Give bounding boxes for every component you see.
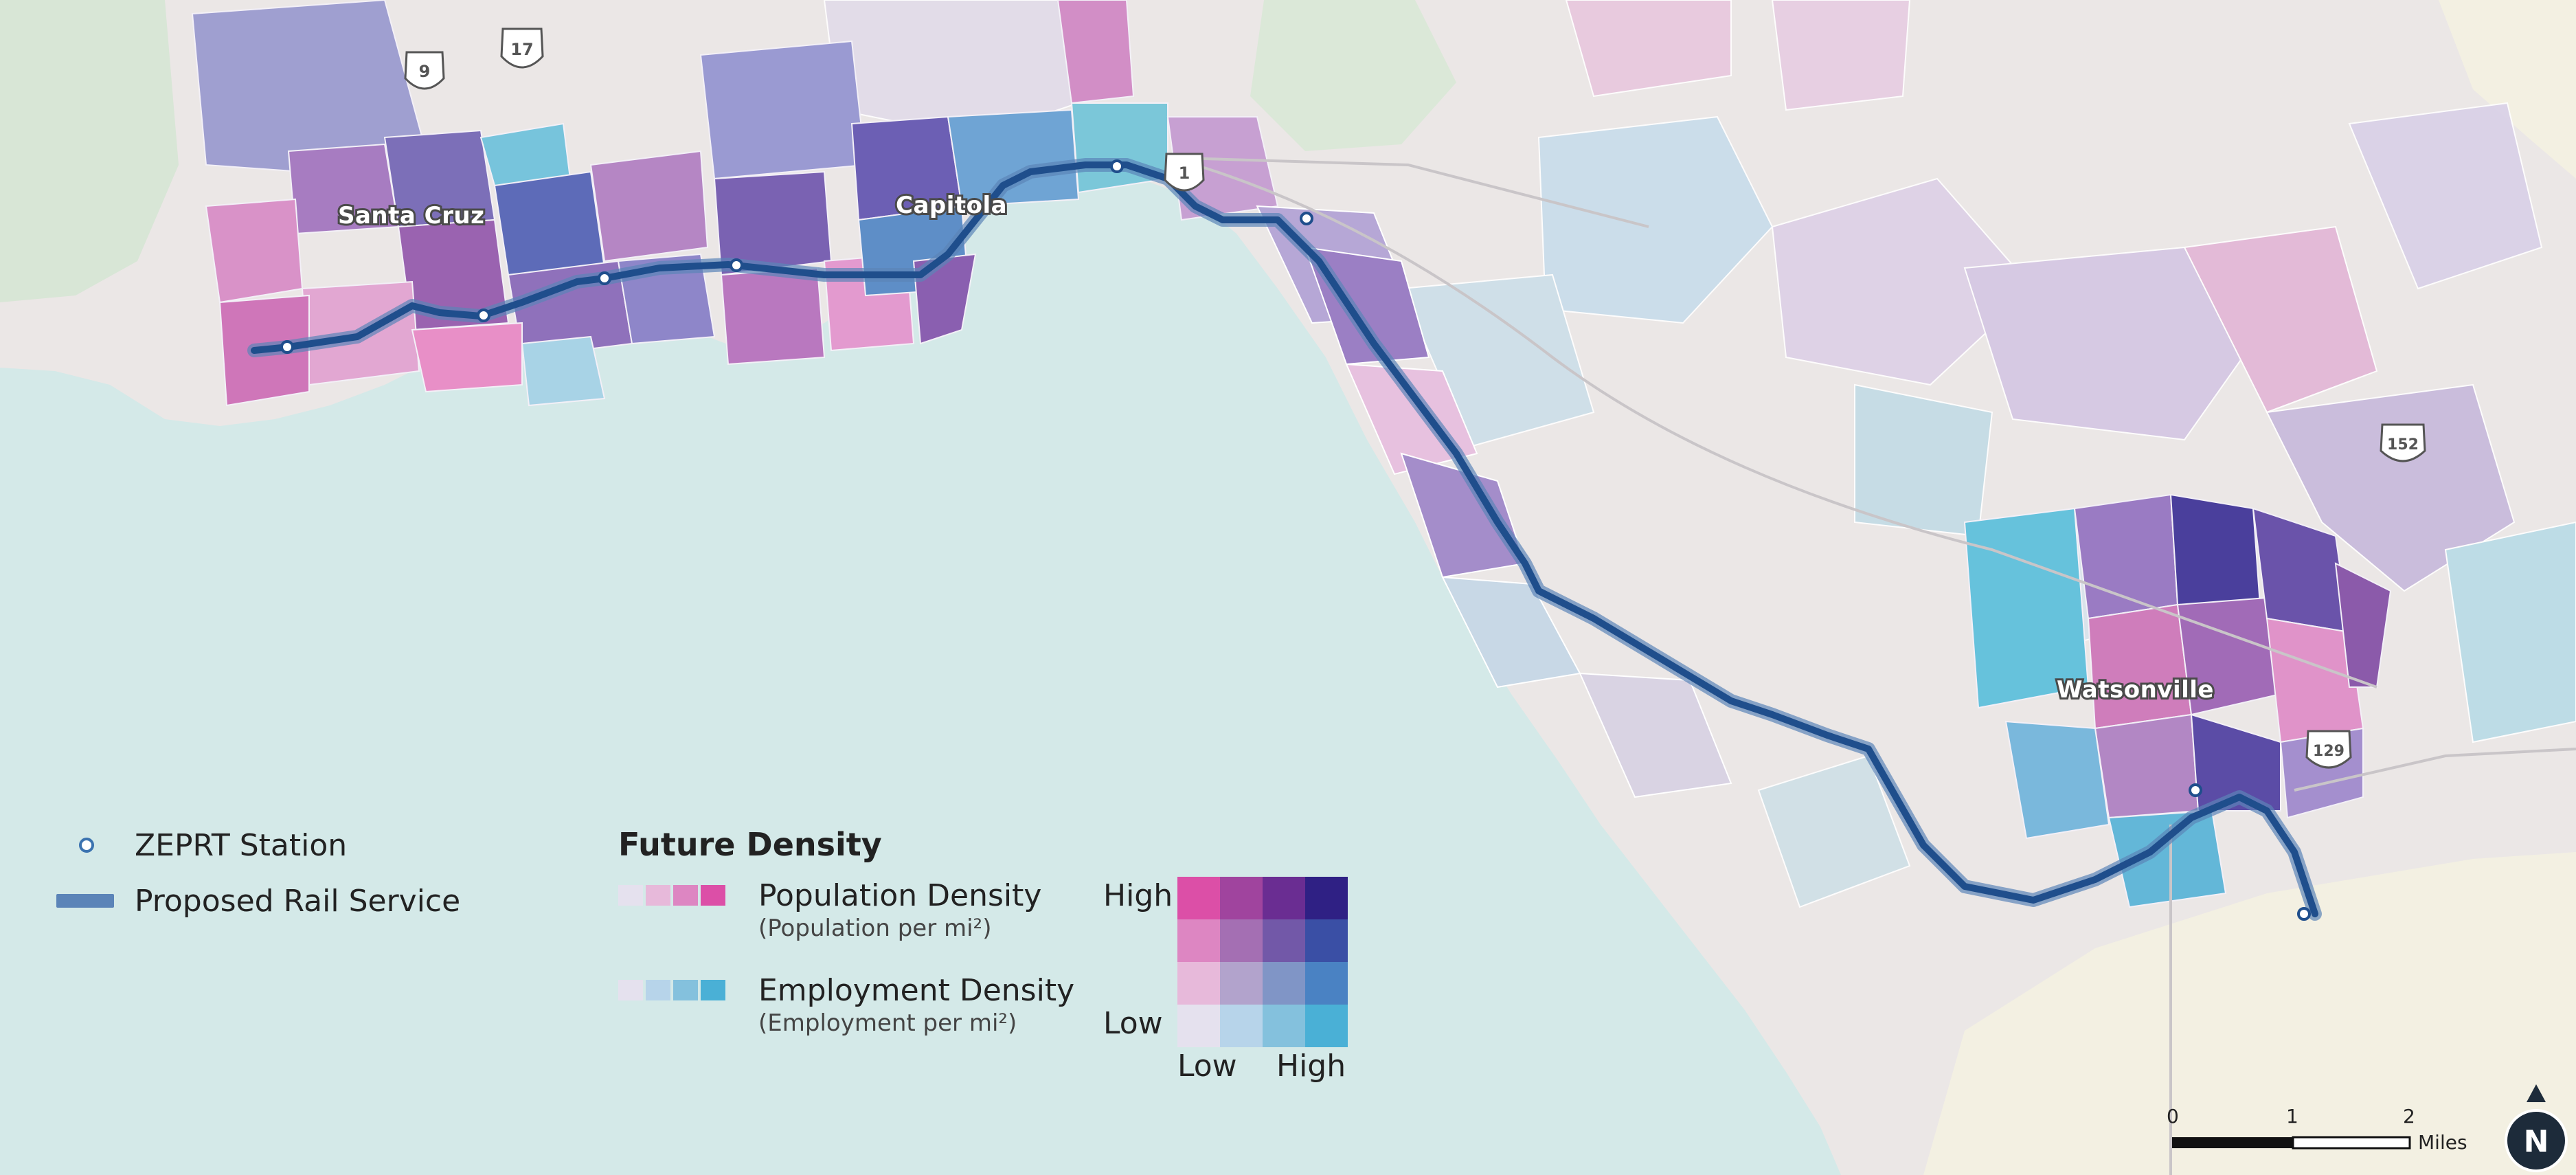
station-marker[interactable] [477,309,490,322]
road-network [1181,157,2576,1175]
legend-basic: ZEPRT Station Proposed Rail Service [56,828,460,919]
matrix-x-low-label: Low [1177,1049,1237,1084]
legend-rail-label: Proposed Rail Service [135,884,460,919]
legend-swatch [701,885,725,906]
matrix-cell [1220,877,1263,919]
legend-matrix: High Low Low High [1103,877,1348,1084]
matrix-low-label: Low [1103,1006,1163,1041]
matrix-cell [1220,962,1263,1005]
scale-tick-2: 2 [2403,1105,2415,1128]
farmland [2439,0,2576,179]
matrix-cell [1177,1005,1220,1047]
park-area [1250,0,1456,151]
svg-text:1: 1 [1179,164,1190,183]
station-marker[interactable] [280,340,294,354]
scale-bar-white [2292,1136,2411,1150]
scale-bar: 0 1 2 Miles [2167,1105,2467,1154]
legend-swatch [618,885,643,906]
svg-text:152: 152 [2387,436,2419,454]
legend-station-label: ZEPRT Station [135,828,347,863]
legend-swatch [673,885,698,906]
matrix-cell [1305,919,1348,962]
legend-employment-label: Employment Density [758,973,1074,1008]
matrix-cell [1305,962,1348,1005]
employment-swatches [618,980,725,1000]
matrix-x-high-label: High [1276,1049,1346,1084]
north-arrow: N [2505,1084,2568,1172]
legend-swatch [673,980,698,1000]
route-shield-17: 17 [500,27,544,69]
station-markers [280,159,2311,921]
matrix-cell [1263,919,1305,962]
legend-population-label: Population Density [758,878,1041,913]
route-shield-129: 129 [2305,730,2352,769]
legend-rail-icon [56,894,114,908]
matrix-cell [1220,1005,1263,1047]
matrix-cells [1177,877,1348,1047]
matrix-cell [1305,1005,1348,1047]
park-area [0,0,179,302]
legend-density: Future Density Population Density (Popul… [618,826,1074,1037]
matrix-cell [1220,919,1263,962]
station-marker[interactable] [1300,212,1313,225]
legend-swatch [701,980,725,1000]
town-label-santa-cruz: Santa Cruz [338,202,484,230]
station-marker[interactable] [1110,159,1124,173]
legend-population-sub: (Population per mi²) [758,915,991,942]
legend-swatch [646,980,670,1000]
station-marker[interactable] [598,271,611,285]
station-marker[interactable] [2297,907,2311,921]
north-label: N [2524,1124,2549,1159]
station-marker[interactable] [2189,783,2202,797]
town-label-watsonville: Watsonville [2057,676,2214,704]
farmland [1923,852,2576,1175]
matrix-cell [1263,962,1305,1005]
legend-station-icon [79,838,94,853]
matrix-cell [1177,877,1220,919]
matrix-cell [1177,919,1220,962]
svg-text:17: 17 [510,40,533,59]
svg-text:9: 9 [419,62,431,81]
parcel-layer-santa-cruz [191,0,716,407]
scale-unit: Miles [2418,1131,2467,1154]
legend-density-title: Future Density [618,826,882,863]
scale-bar-black [2172,1137,2293,1148]
svg-text:129: 129 [2313,743,2345,760]
legend-swatch [618,980,643,1000]
north-arrow-icon [2527,1084,2546,1102]
town-label-capitola: Capitola [896,192,1007,219]
route-shield-9: 9 [404,51,445,90]
matrix-cell [1263,1005,1305,1047]
matrix-cell [1305,877,1348,919]
scale-tick-1: 1 [2286,1105,2298,1128]
station-marker[interactable] [730,258,743,272]
parcel-layer-coast [1256,205,1732,798]
route-shield-1: 1 [1164,153,1205,192]
scale-tick-0: 0 [2167,1105,2179,1128]
legend-swatch [646,885,670,906]
route-shield-152: 152 [2380,423,2426,462]
population-swatches [618,885,725,906]
matrix-cell [1263,877,1305,919]
matrix-high-label: High [1103,878,1173,913]
matrix-cell [1177,962,1220,1005]
legend-employment-sub: (Employment per mi²) [758,1009,1017,1037]
